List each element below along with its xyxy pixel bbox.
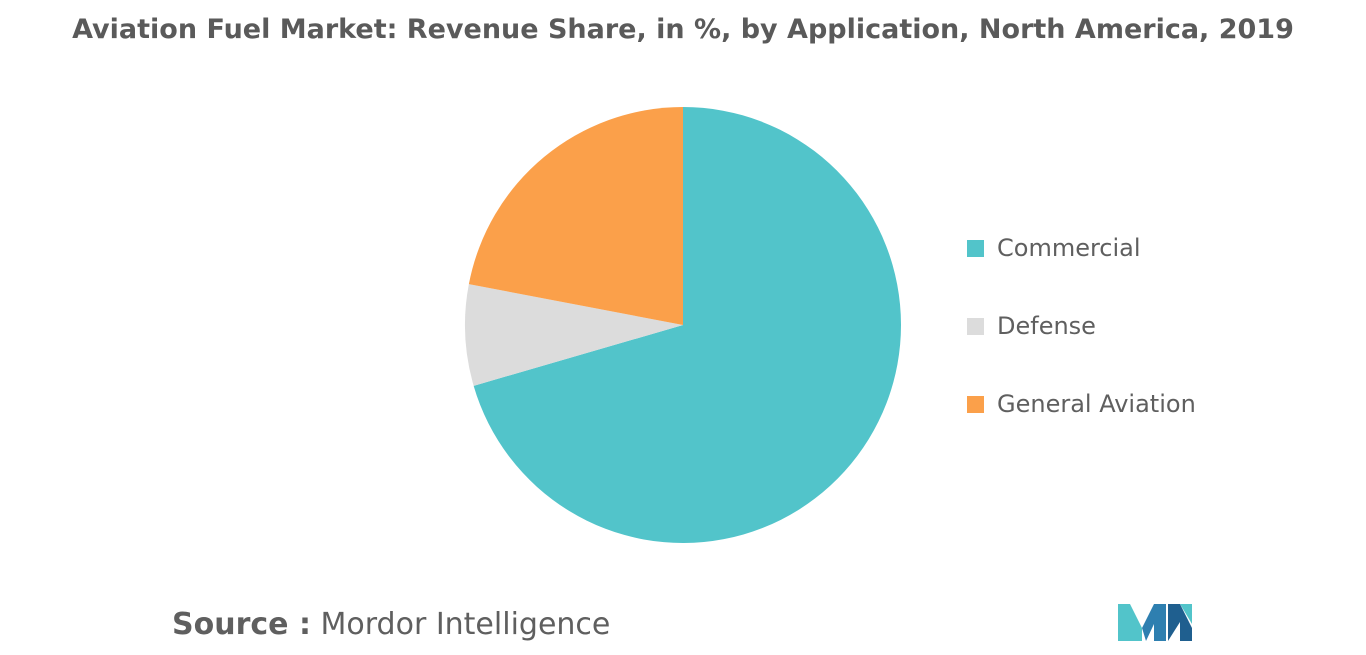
legend-item-commercial: Commercial: [967, 228, 1196, 268]
mordor-intelligence-logo-icon: [1118, 604, 1192, 641]
legend-label-defense: Defense: [997, 312, 1096, 340]
pie-slice-commercial: [473, 107, 901, 543]
source-name: Mordor Intelligence: [320, 607, 611, 642]
legend-item-defense: Defense: [967, 306, 1196, 346]
chart-legend: Commercial Defense General Aviation: [967, 228, 1196, 462]
pie-slice-general-aviation: [468, 107, 683, 325]
legend-swatch-general-aviation: [967, 395, 984, 413]
source-prefix: Source :: [172, 607, 311, 642]
legend-swatch-defense: [967, 317, 984, 335]
legend-label-commercial: Commercial: [997, 234, 1141, 262]
legend-swatch-commercial: [967, 239, 984, 257]
pie-slice-defense: [465, 284, 683, 386]
legend-label-general-aviation: General Aviation: [997, 390, 1196, 418]
legend-item-general-aviation: General Aviation: [967, 384, 1196, 424]
chart-title: Aviation Fuel Market: Revenue Share, in …: [72, 14, 1294, 45]
source-note: Source : Mordor Intelligence: [172, 607, 610, 642]
